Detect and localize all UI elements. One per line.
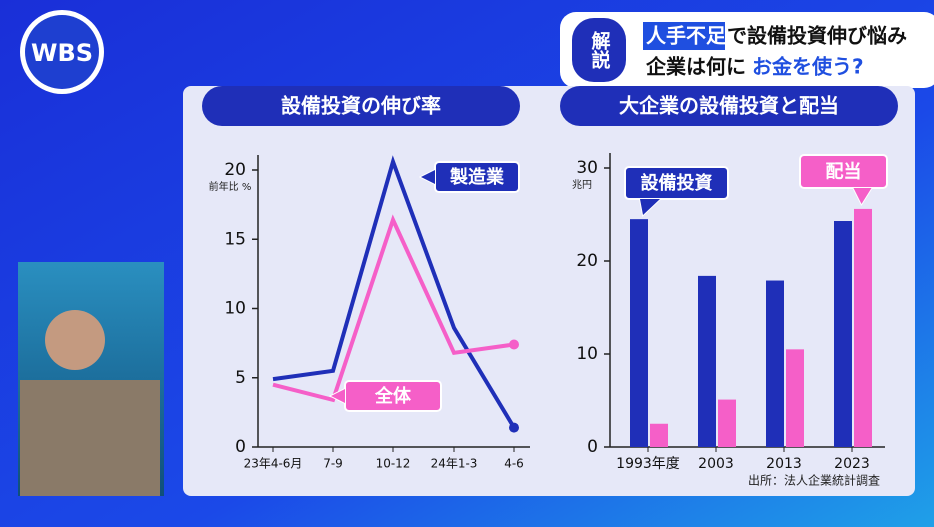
legend-label: 全体 [374,385,412,407]
presenter-body [20,380,160,496]
y-tick-label: 30 [576,158,598,178]
y-tick-label: 10 [576,344,598,364]
x-tick-label: 1993年度 [616,456,680,472]
legend-label: 配当 [826,161,862,183]
chart-title-bg [202,86,520,126]
highlight-bg [643,22,725,50]
y-tick-label: 20 [224,160,246,180]
y-tick-label: 0 [235,437,246,457]
legend-pointer [853,188,872,204]
chart-title: 大企業の設備投資と配当 [619,94,839,118]
end-dot [509,339,519,350]
x-tick-label: 24年1-3 [431,457,478,471]
bar [698,275,716,447]
y-tick-label: 5 [235,368,246,388]
bar [766,280,784,447]
y-axis-label: 前年比 % [209,180,252,193]
headline-text: で設備投資伸び悩み [727,24,907,48]
x-tick-label: 10-12 [376,457,411,471]
chart-title-bg [560,86,898,126]
bar [718,399,736,447]
presenter-head [45,310,105,370]
line-series [272,155,516,429]
legend-label: 製造業 [449,166,505,188]
badge-bg [572,18,626,82]
y-tick-label: 15 [224,229,246,249]
chart-panel [183,86,915,496]
headline-text: 企業は何に [645,55,746,79]
x-tick-label: 4-6 [504,457,524,471]
line-series [272,214,515,403]
legend-label: 設備投資 [641,172,713,194]
y-tick-label: 10 [224,299,246,319]
x-tick-label: 2013 [766,456,802,472]
bar [650,423,668,447]
source: 出所：法人企業統計調査 [748,473,880,488]
end-dot [509,422,519,433]
legend-pointer [331,389,345,403]
y-axis-label: 兆円 [572,179,592,191]
legend-box [624,166,729,200]
logo: WBS [31,39,93,67]
headline-text: お金を使う? [752,55,864,79]
y-tick-label: 0 [587,437,598,457]
chart-title: 設備投資の伸び率 [281,94,441,118]
badge: 解説 [589,30,611,70]
logo-inner [25,15,99,89]
x-tick-label: 7-9 [323,457,343,471]
legend-box [799,154,888,189]
y-tick-label: 20 [576,251,598,271]
x-tick-label: 2003 [698,456,734,472]
bar [834,221,852,447]
headline-highlight: 人手不足 [646,24,727,48]
legend-pointer [640,199,660,215]
bar [630,219,648,447]
x-tick-label: 2023 [834,456,870,472]
bar [854,208,872,447]
legend-pointer [421,170,435,184]
x-tick-label: 23年4-6月 [244,457,303,471]
bar [786,349,804,447]
